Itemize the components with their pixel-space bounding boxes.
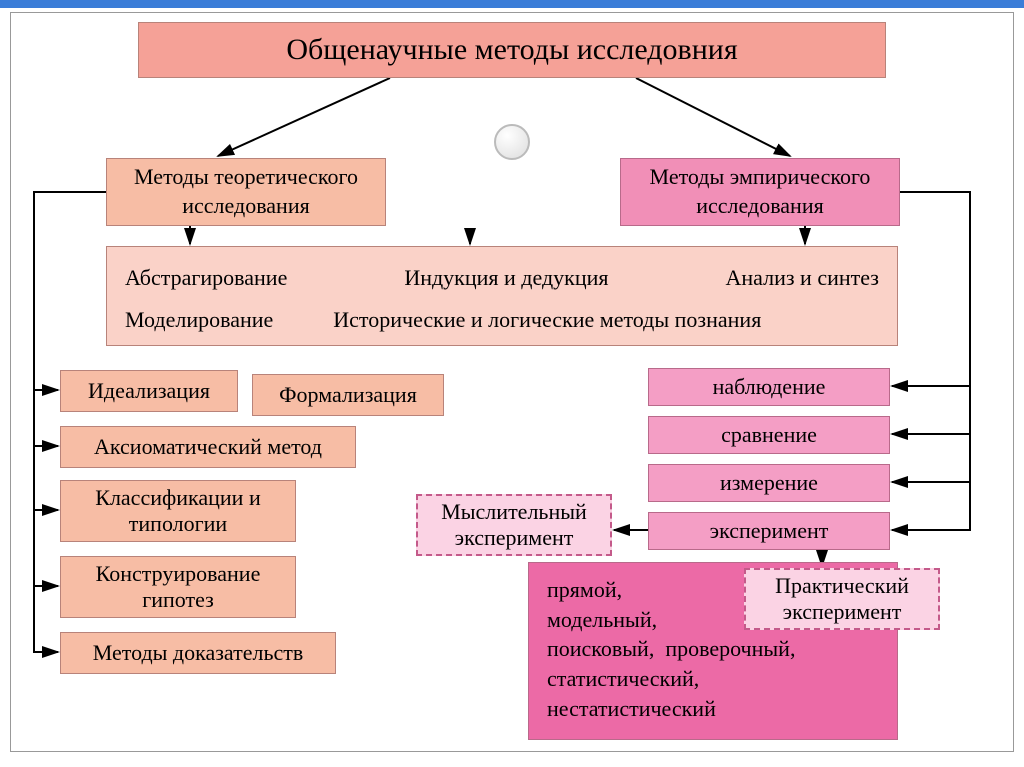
right-item-1-label: сравнение <box>721 422 817 448</box>
right-item-experiment: эксперимент <box>648 512 890 550</box>
title-text: Общенаучные методы исследовния <box>286 33 737 67</box>
left-item-formalization: Формализация <box>252 374 444 416</box>
left-item-idealization: Идеализация <box>60 370 238 412</box>
shared-r2-c1: Моделирование <box>125 299 273 341</box>
right-branch-box: Методы эмпирическогоисследования <box>620 158 900 226</box>
shared-r2-c2: Исторические и логические методы познани… <box>333 299 761 341</box>
ring-ornament <box>494 124 530 160</box>
left-item-1-label: Формализация <box>279 382 417 408</box>
practical-experiment-label: Практическийэксперимент <box>775 573 909 625</box>
left-branch-label: Методы теоретическогоисследования <box>134 163 358 220</box>
left-item-0-label: Идеализация <box>88 378 210 404</box>
left-item-5-label: Методы доказательств <box>93 640 304 666</box>
top-accent-bar <box>0 0 1024 8</box>
shared-r1-c1: Абстрагирование <box>125 257 287 299</box>
left-item-proofs: Методы доказательств <box>60 632 336 674</box>
thinking-experiment-label: Мыслительныйэксперимент <box>441 499 587 551</box>
shared-r1-c3: Анализ и синтез <box>726 257 879 299</box>
right-item-2-label: измерение <box>720 470 818 496</box>
title-box: Общенаучные методы исследовния <box>138 22 886 78</box>
right-branch-label: Методы эмпирическогоисследования <box>650 163 871 220</box>
practical-experiment-box: Практическийэксперимент <box>744 568 940 630</box>
left-item-3-label: Классификации итипологии <box>95 485 260 537</box>
left-item-axiomatic: Аксиоматический метод <box>60 426 356 468</box>
left-item-classification: Классификации итипологии <box>60 480 296 542</box>
right-item-comparison: сравнение <box>648 416 890 454</box>
thinking-experiment-box: Мыслительныйэксперимент <box>416 494 612 556</box>
right-item-3-label: эксперимент <box>710 518 829 544</box>
left-branch-box: Методы теоретическогоисследования <box>106 158 386 226</box>
left-item-2-label: Аксиоматический метод <box>94 434 322 460</box>
left-item-hypotheses: Конструированиегипотез <box>60 556 296 618</box>
right-item-measurement: измерение <box>648 464 890 502</box>
shared-methods-box: Абстрагирование Индукция и дедукция Анал… <box>106 246 898 346</box>
shared-r1-c2: Индукция и дедукция <box>404 257 608 299</box>
right-item-observation: наблюдение <box>648 368 890 406</box>
left-item-4-label: Конструированиегипотез <box>96 561 261 613</box>
right-item-0-label: наблюдение <box>713 374 826 400</box>
